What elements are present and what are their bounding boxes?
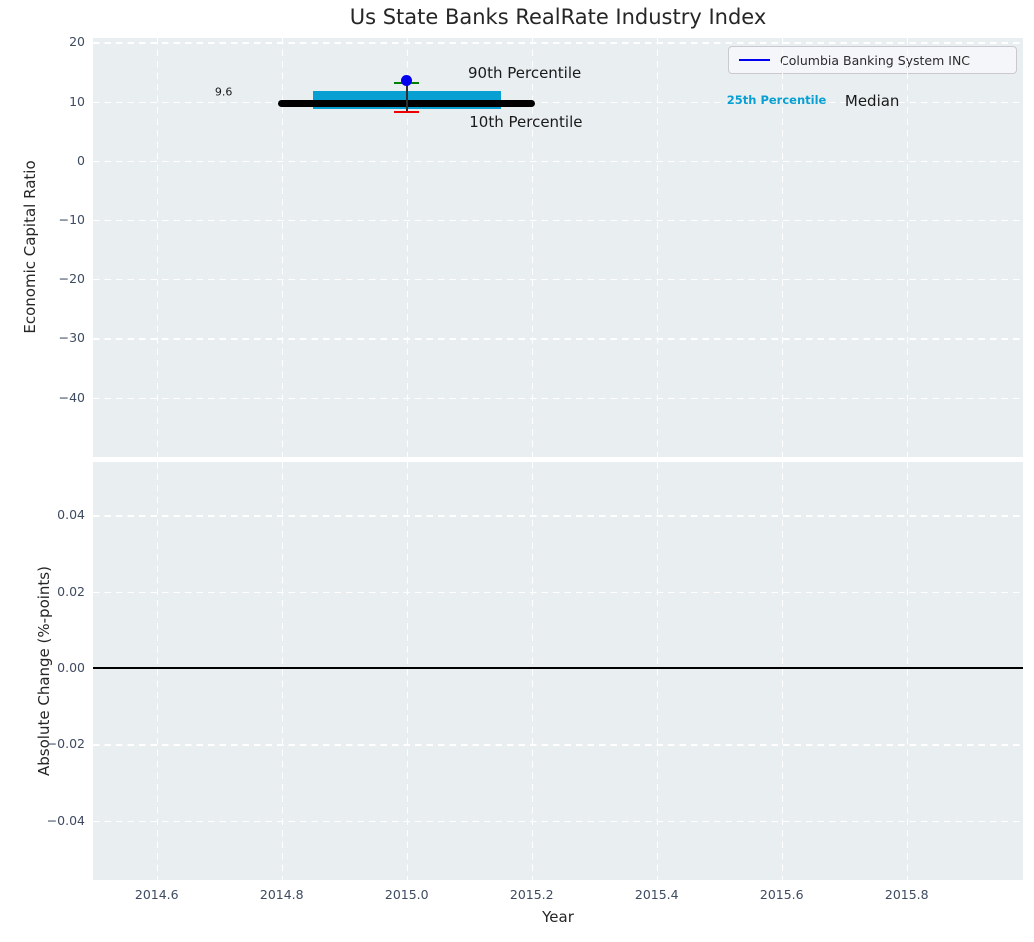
annotation-median-label: Median (844, 92, 900, 111)
y-tick-label: −0.04 (46, 812, 85, 828)
y-tick-label: −10 (58, 211, 85, 227)
gridline-x (656, 38, 659, 457)
y-tick-label: 0.02 (57, 583, 85, 599)
x-tick-label: 2015.0 (384, 887, 429, 902)
legend: Columbia Banking System INC (728, 46, 1017, 74)
gridline-y (93, 160, 1023, 162)
gridline-x (281, 38, 284, 457)
x-tick-label: 2015.4 (634, 887, 679, 902)
y-tick-label: −30 (58, 330, 85, 346)
x-axis-label: Year (542, 908, 574, 926)
gridline-y (93, 591, 1023, 593)
y-tick-label: −20 (58, 271, 85, 287)
gridline-x (781, 38, 784, 457)
y-tick-label: 20 (69, 34, 85, 50)
gridline-x (156, 462, 159, 880)
gridline-x (156, 38, 159, 457)
gridline-x (281, 462, 284, 880)
error-bar (406, 83, 408, 113)
gridline-y (93, 219, 1023, 222)
annotation-p10-label: 10th Percentile (469, 112, 583, 131)
bottom-axes (93, 462, 1023, 880)
gridline-x (906, 462, 909, 880)
top-axes (93, 38, 1023, 457)
gridline-y (93, 338, 1023, 340)
x-tick-label: 2014.8 (259, 887, 304, 902)
x-tick-label: 2015.2 (509, 887, 554, 902)
gridline-x (656, 462, 659, 880)
legend-line-swatch (739, 58, 770, 62)
gridline-x (906, 38, 909, 457)
x-tick-label: 2015.8 (884, 887, 929, 902)
chart-title: Us State Banks RealRate Industry Index (349, 5, 767, 29)
annotation-p25-label: 25th Percentile (726, 92, 827, 107)
gridline-y (93, 279, 1023, 281)
y-tick-label: 0 (77, 152, 85, 168)
gridline-y (93, 397, 1023, 399)
gridline-x (781, 462, 784, 880)
x-tick-label: 2014.6 (134, 887, 179, 902)
gridline-x (406, 38, 409, 457)
zero-line (93, 667, 1023, 669)
gridline-y (93, 820, 1023, 822)
gridline-y (93, 42, 1023, 44)
gridline-y (93, 515, 1023, 517)
gridline-x (531, 38, 534, 457)
gridline-y (93, 744, 1023, 746)
y-axis-label-top: Economic Capital Ratio (21, 160, 39, 334)
gridline-y (93, 101, 1023, 103)
gridline-x (406, 462, 409, 880)
y-tick-label: −0.02 (46, 736, 85, 752)
x-tick-label: 2015.6 (759, 887, 804, 902)
company-point (401, 75, 413, 87)
error-bar-cap-10th (394, 110, 420, 114)
y-tick-label: 10 (69, 93, 85, 109)
annotation-p90-label: 90th Percentile (468, 63, 582, 82)
y-tick-label: 0.04 (57, 507, 85, 523)
annotation-median-value: 9.6 (214, 85, 233, 99)
y-tick-label: −40 (58, 389, 85, 405)
y-tick-label: 0.00 (57, 659, 85, 675)
gridline-x (531, 462, 534, 880)
legend-label: Columbia Banking System INC (780, 52, 971, 68)
